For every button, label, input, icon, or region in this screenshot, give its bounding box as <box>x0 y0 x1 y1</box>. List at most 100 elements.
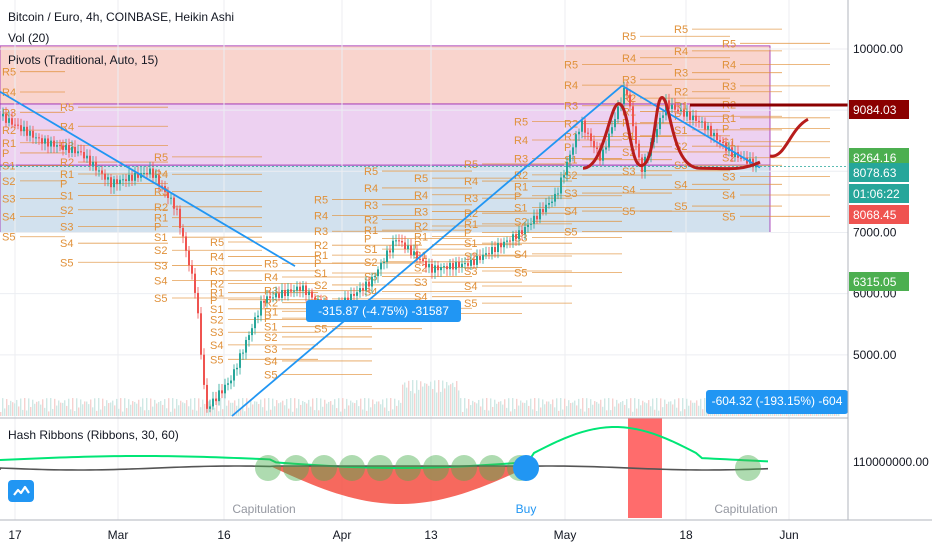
candle-body <box>431 263 433 273</box>
volume-bar <box>476 403 478 416</box>
candle-body <box>413 251 415 256</box>
candle-body <box>287 289 289 297</box>
volume-bar <box>184 403 186 416</box>
pivot-label: R1 <box>464 219 478 231</box>
pivot-label: S2 <box>364 257 377 269</box>
candle-body <box>680 109 682 111</box>
candle-body <box>101 170 103 174</box>
volume-bar <box>592 404 594 416</box>
volume-bar <box>478 399 480 416</box>
volume-bar <box>190 398 192 416</box>
candle-body <box>314 297 316 300</box>
candle-body <box>353 293 355 296</box>
volume-bar <box>632 411 634 416</box>
volume-bar <box>450 384 452 416</box>
volume-bar <box>618 403 620 416</box>
volume-bar <box>28 398 30 416</box>
ribbon-circle <box>735 455 761 481</box>
volume-bar <box>532 409 534 416</box>
volume-bar <box>102 398 104 416</box>
volume-bar <box>372 399 374 416</box>
volume-bar <box>40 404 42 416</box>
volume-bar <box>546 401 548 416</box>
volume-bar <box>380 404 382 416</box>
candle-body <box>488 253 490 255</box>
volume-bar <box>484 409 486 416</box>
volume-bar <box>246 398 248 416</box>
volume-bar <box>20 398 22 416</box>
x-tick-label: 17 <box>8 528 22 542</box>
measure-box <box>306 300 461 322</box>
volume-bar <box>220 398 222 416</box>
candle-body <box>173 197 175 209</box>
candle-body <box>455 262 457 270</box>
volume-bar <box>210 404 212 416</box>
candle-body <box>401 240 403 243</box>
volume-bar <box>106 400 108 416</box>
pivot-label: R5 <box>622 31 636 43</box>
candle-body <box>158 175 160 186</box>
ribbon-red-fill <box>270 466 530 504</box>
volume-bar <box>186 400 188 416</box>
volume-bar <box>188 406 190 416</box>
price-tag-label: 6315.05 <box>853 275 897 289</box>
price-tag <box>849 272 909 291</box>
volume-bar <box>124 398 126 416</box>
candle-body <box>203 354 205 385</box>
candle-body <box>146 173 148 175</box>
volume-bar <box>438 380 440 416</box>
volume-bar <box>194 398 196 416</box>
volume-bar <box>350 400 352 416</box>
volume-bar <box>330 401 332 416</box>
volume-bar <box>696 400 698 416</box>
pivot-label: R4 <box>674 46 688 58</box>
indicator-value-label: 110000000.00 <box>853 455 929 469</box>
x-tick-label: Mar <box>108 528 129 542</box>
candle-body <box>539 209 541 220</box>
volume-bar <box>218 411 220 416</box>
pivot-label: R2 <box>154 202 168 214</box>
candle-body <box>53 140 55 147</box>
volume-bar <box>224 398 226 416</box>
pivot-label: P <box>264 313 271 325</box>
pivot-label: S5 <box>674 201 687 213</box>
volume-bar <box>486 398 488 416</box>
candle-body <box>197 292 199 314</box>
volume-bar <box>192 409 194 416</box>
pivot-label: S3 <box>622 166 635 178</box>
volume-bar <box>260 399 262 416</box>
volume-bar <box>142 398 144 416</box>
candle-body <box>674 104 676 110</box>
pivot-label: R5 <box>314 194 328 206</box>
candle-body <box>149 168 151 175</box>
candle-body <box>596 147 598 150</box>
pivot-label: S3 <box>722 171 735 183</box>
pivot-label: P <box>314 258 321 270</box>
volume-bar <box>42 399 44 416</box>
volume-bar <box>496 403 498 416</box>
volume-bar <box>74 411 76 416</box>
candle-body <box>575 134 577 148</box>
volume-bar <box>494 399 496 416</box>
pivot-label: S3 <box>264 344 277 356</box>
candle-body <box>434 265 436 273</box>
pivot-label: R1 <box>564 132 578 144</box>
candle-body <box>278 293 280 298</box>
volume-bar <box>518 405 520 416</box>
volume-bar <box>136 403 138 416</box>
volume-bar <box>72 398 74 416</box>
pivot-label: P <box>154 221 161 233</box>
candle-body <box>20 125 22 132</box>
pivot-label: R4 <box>564 80 578 92</box>
tradingview-logo[interactable] <box>8 480 34 502</box>
volume-bar <box>576 405 578 416</box>
pivot-label: R3 <box>364 200 378 212</box>
volume-bar <box>288 408 290 416</box>
volume-bar <box>498 401 500 416</box>
volume-bar <box>668 401 670 416</box>
volume-bar <box>614 406 616 416</box>
volume-bar <box>226 405 228 416</box>
volume-bar <box>166 408 168 416</box>
volume-bar <box>548 401 550 416</box>
